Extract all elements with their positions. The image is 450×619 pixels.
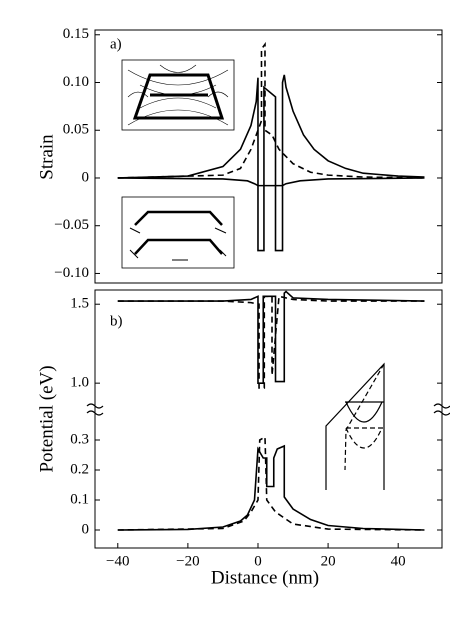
inset-band bbox=[325, 362, 385, 490]
y-tick-label: 0.2 bbox=[70, 461, 89, 477]
y-tick-label: −0.10 bbox=[54, 265, 89, 281]
y-tick-label: 0.10 bbox=[63, 74, 89, 90]
inset-bottom bbox=[121, 196, 235, 269]
panel-label: b) bbox=[110, 313, 123, 329]
x-tick-label: 40 bbox=[391, 553, 406, 569]
y-tick-label: 0 bbox=[82, 521, 90, 537]
data-line bbox=[117, 435, 425, 531]
x-tick-label: −40 bbox=[106, 553, 129, 569]
y-tick-label: 0.1 bbox=[70, 491, 89, 507]
data-line bbox=[117, 290, 425, 384]
data-line bbox=[117, 295, 425, 389]
y-tick-label: 0.05 bbox=[63, 122, 89, 138]
panel-a-frame bbox=[94, 29, 443, 284]
axis-break bbox=[86, 403, 450, 416]
data-line bbox=[117, 177, 425, 187]
y-tick-label: 0.3 bbox=[70, 431, 89, 447]
x-axis-label: Distance (nm) bbox=[211, 567, 319, 588]
data-line bbox=[117, 41, 425, 179]
panel-label: a) bbox=[110, 36, 122, 52]
y-tick-label: 1.0 bbox=[70, 375, 89, 391]
x-tick-label: 20 bbox=[321, 553, 336, 569]
inset-top bbox=[121, 59, 235, 131]
data-line bbox=[117, 74, 425, 252]
y-axis-label: Strain bbox=[36, 134, 57, 180]
y-tick-label: 0 bbox=[82, 169, 90, 185]
data-line bbox=[117, 444, 425, 531]
y-tick-label: 0.15 bbox=[63, 26, 89, 42]
x-tick-label: 0 bbox=[254, 553, 262, 569]
x-tick-label: −20 bbox=[176, 553, 199, 569]
y-tick-label: 1.5 bbox=[70, 296, 89, 312]
y-axis-label: Potential (eV) bbox=[36, 365, 57, 472]
break-right bbox=[433, 403, 450, 416]
y-tick-label: −0.05 bbox=[54, 217, 89, 233]
break-left bbox=[86, 403, 104, 416]
panel-b-frame bbox=[94, 289, 443, 549]
